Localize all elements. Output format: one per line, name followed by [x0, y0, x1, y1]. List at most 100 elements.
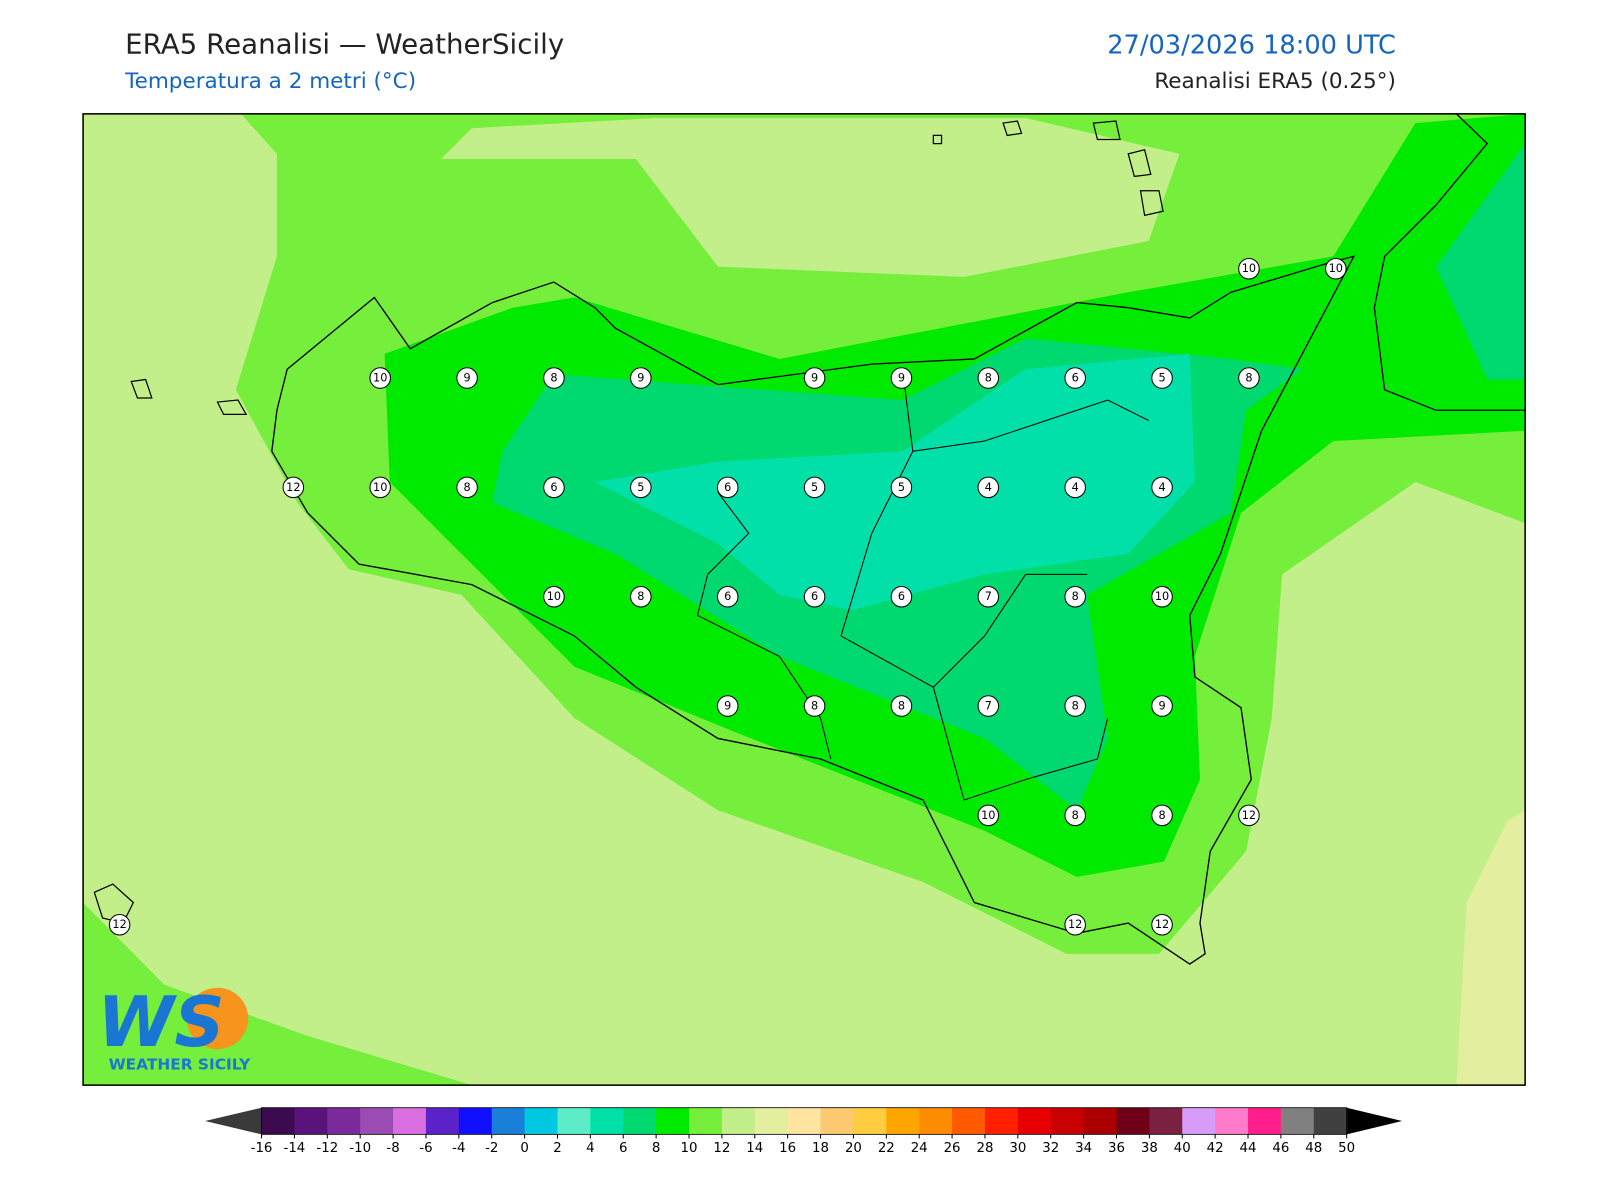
colorbar-tick-label: 32	[1042, 1141, 1059, 1156]
datetime: 27/03/2026 18:00 UTC	[1107, 30, 1396, 60]
station-badge	[890, 367, 913, 389]
station-badge	[977, 804, 1000, 827]
colorbar-segment	[458, 1107, 493, 1135]
logo-sun	[186, 987, 249, 1050]
station-badge	[716, 476, 739, 499]
colorbar-over	[1346, 1107, 1403, 1135]
colorbar-under	[205, 1107, 262, 1135]
colorbar-tick-label: 40	[1174, 1141, 1191, 1156]
colorbar-segment	[1280, 1107, 1315, 1135]
station-value: 12	[112, 918, 126, 931]
colorbar-tick-label: 26	[944, 1141, 961, 1156]
station-value: 10	[1329, 262, 1343, 275]
station-value: 5	[811, 481, 818, 494]
station-value: 8	[1072, 809, 1079, 822]
station-value: 6	[724, 590, 731, 603]
station-badge	[803, 367, 826, 389]
station-badge	[369, 476, 391, 499]
colorbar-tick-label: 30	[1009, 1141, 1026, 1156]
coastline	[271, 255, 1356, 965]
station-value: 7	[985, 700, 992, 713]
colorbar-tick-label: 22	[878, 1141, 895, 1156]
station-value: 10	[547, 590, 561, 603]
colorbar-tick-label: 46	[1272, 1141, 1289, 1156]
colorbar-tick-label: 14	[746, 1141, 763, 1156]
station-badge	[1151, 913, 1173, 936]
colorbar-segment	[656, 1107, 690, 1135]
colorbar-tick-label: 48	[1305, 1141, 1322, 1156]
colorbar-tick-label: 50	[1338, 1141, 1355, 1156]
station-badge	[977, 367, 1000, 389]
station-value: 6	[1072, 372, 1079, 385]
station-badge	[1151, 367, 1173, 389]
station-value: 7	[985, 590, 992, 603]
station-badge	[543, 476, 565, 499]
colorbar-segment	[721, 1107, 756, 1135]
contour-6	[1435, 143, 1526, 380]
colorbar-tick-label: 4	[586, 1141, 594, 1156]
station-badge	[630, 585, 652, 608]
colorbar-segment	[425, 1107, 460, 1135]
logo: WS WEATHER SICILY	[97, 982, 251, 1074]
colorbar-tick-label: 10	[681, 1141, 698, 1156]
logo-mark: WS	[97, 982, 224, 1063]
station-badge	[1151, 804, 1173, 827]
station-badge	[1064, 804, 1086, 827]
station-value: 4	[985, 481, 992, 494]
colorbar-segment	[1083, 1107, 1118, 1135]
station-badge	[456, 476, 478, 499]
title: ERA5 Reanalisi — WeatherSicily	[125, 27, 564, 60]
station-badge	[543, 367, 565, 389]
colorbar-segment	[1116, 1107, 1150, 1135]
colorbar-segment	[1149, 1107, 1183, 1135]
station-value: 6	[550, 481, 557, 494]
colorbar-tick-label: 20	[845, 1141, 862, 1156]
station-badge	[108, 913, 131, 936]
colorbar-tick-label: 2	[553, 1141, 561, 1156]
station-badge	[369, 367, 391, 389]
station-value: 8	[1245, 372, 1252, 385]
colorbar-segment	[294, 1107, 328, 1135]
station-badge	[1151, 585, 1173, 608]
station-value: 8	[1158, 809, 1165, 822]
colorbar-segment	[886, 1107, 920, 1135]
colorbar-segment	[754, 1107, 789, 1135]
colorbar-segment	[1313, 1107, 1348, 1135]
colorbar-segment	[1050, 1107, 1085, 1135]
subtitle: Temperatura a 2 metri (°C)	[124, 69, 416, 94]
station-value: 9	[637, 372, 644, 385]
station-value: 12	[286, 481, 300, 494]
colorbar-segment	[952, 1107, 986, 1135]
station-value: 10	[1242, 262, 1256, 275]
colorbar-outline	[261, 1107, 1348, 1135]
province-border	[696, 369, 1149, 801]
colorbar-segment	[360, 1107, 394, 1135]
station-value: 9	[463, 372, 470, 385]
station-value: 5	[1158, 372, 1165, 385]
colorbar-tick-label: 42	[1207, 1141, 1224, 1156]
station-value: 12	[1242, 809, 1256, 822]
colorbar-segment	[491, 1107, 526, 1135]
station-value: 10	[981, 809, 995, 822]
station-badge	[1238, 367, 1260, 389]
station-badge	[1325, 257, 1347, 280]
station-value: 8	[550, 372, 557, 385]
station-value: 4	[1158, 481, 1165, 494]
station-badge	[630, 367, 652, 389]
colorbar-segment	[557, 1107, 591, 1135]
station-value: 9	[724, 700, 731, 713]
station-badge	[977, 585, 1000, 608]
station-badge	[716, 585, 739, 608]
colorbar-tick-label: 38	[1141, 1141, 1158, 1156]
colorbar-segment	[1017, 1107, 1052, 1135]
station-badge	[1064, 585, 1086, 608]
colorbar-tick-label: -8	[386, 1141, 399, 1156]
station-value: 8	[1072, 590, 1079, 603]
colorbar-segment	[1215, 1107, 1249, 1135]
station-badge	[1151, 476, 1173, 499]
colorbar-segment	[623, 1107, 657, 1135]
colorbar-tick-label: -4	[452, 1141, 465, 1156]
station-badge	[456, 367, 478, 389]
